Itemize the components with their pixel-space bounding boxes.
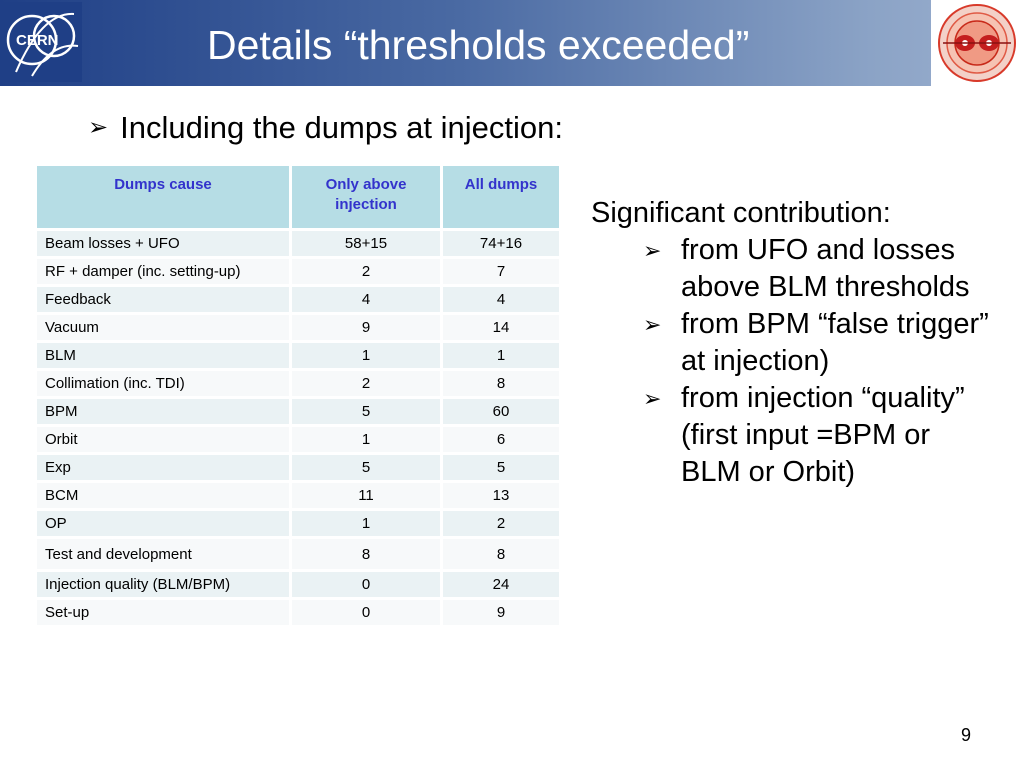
page-title: Details “thresholds exceeded” — [207, 22, 750, 68]
only-above-injection-cell: 58+15 — [289, 228, 443, 259]
cause-cell: RF + damper (inc. setting-up) — [34, 256, 292, 287]
page-number: 9 — [961, 725, 972, 745]
cause-cell: Set-up — [34, 597, 292, 628]
table-row: RF + damper (inc. setting-up) 2 7 — [34, 256, 562, 287]
all-dumps-cell: 6 — [440, 424, 562, 455]
only-above-injection-cell: 1 — [289, 340, 443, 371]
side-notes-title: Significant contribution: — [591, 197, 891, 229]
all-dumps-cell: 74+16 — [440, 228, 562, 259]
column-header: All dumps — [440, 163, 562, 231]
side-note-line: from injection “quality” — [681, 382, 965, 414]
side-notes: Significant contribution: ➢ from UFO and… — [591, 195, 989, 491]
all-dumps-cell: 4 — [440, 284, 562, 315]
table-row: Orbit 1 6 — [34, 424, 562, 455]
side-note-item: ➢ from injection “quality” (first input … — [591, 380, 989, 491]
only-above-injection-cell: 0 — [289, 569, 443, 600]
only-above-injection-cell: 11 — [289, 480, 443, 511]
intro-bullet: ➢ Including the dumps at injection: — [88, 110, 563, 149]
table-row: Vacuum 9 14 — [34, 312, 562, 343]
only-above-injection-cell: 1 — [289, 508, 443, 539]
cause-cell: Test and development — [34, 536, 292, 572]
only-above-injection-cell: 8 — [289, 536, 443, 572]
side-note-line: from BPM “false trigger” — [681, 308, 989, 340]
cause-cell: Beam losses + UFO — [34, 228, 292, 259]
all-dumps-cell: 8 — [440, 536, 562, 572]
only-above-injection-cell: 2 — [289, 368, 443, 399]
cern-logo-text: CERN — [16, 32, 59, 49]
all-dumps-cell: 8 — [440, 368, 562, 399]
table-row: Beam losses + UFO 58+15 74+16 — [34, 228, 562, 259]
title-bar: CERN Details “thresholds exceeded” — [0, 0, 1024, 86]
all-dumps-cell: 5 — [440, 452, 562, 483]
only-above-injection-cell: 0 — [289, 597, 443, 628]
table-row: BPM 5 60 — [34, 396, 562, 427]
cause-cell: Exp — [34, 452, 292, 483]
all-dumps-cell: 60 — [440, 396, 562, 427]
dumps-table: Dumps cause Only above injection All dum… — [34, 163, 562, 628]
cause-cell: Feedback — [34, 284, 292, 315]
table-row: Feedback 4 4 — [34, 284, 562, 315]
cause-cell: BPM — [34, 396, 292, 427]
cause-cell: Injection quality (BLM/BPM) — [34, 569, 292, 600]
all-dumps-cell: 7 — [440, 256, 562, 287]
intro-bullet-text: Including the dumps at injection: — [120, 110, 563, 145]
side-note-line: (first input =BPM or — [681, 419, 930, 451]
table-header-row: Dumps cause Only above injection All dum… — [34, 163, 562, 231]
only-above-injection-cell: 5 — [289, 452, 443, 483]
table-row: BLM 1 1 — [34, 340, 562, 371]
arrow-bullet-icon: ➢ — [643, 238, 662, 263]
cause-cell: Orbit — [34, 424, 292, 455]
all-dumps-cell: 14 — [440, 312, 562, 343]
side-note-item: ➢ from UFO and losses above BLM threshol… — [591, 232, 989, 306]
only-above-injection-cell: 9 — [289, 312, 443, 343]
only-above-injection-cell: 5 — [289, 396, 443, 427]
cause-cell: Vacuum — [34, 312, 292, 343]
only-above-injection-cell: 4 — [289, 284, 443, 315]
all-dumps-cell: 1 — [440, 340, 562, 371]
all-dumps-cell: 24 — [440, 569, 562, 600]
side-note-line: from UFO and losses — [681, 234, 955, 266]
arrow-bullet-icon: ➢ — [643, 386, 662, 411]
table-row: Test and development 8 8 — [34, 536, 562, 572]
arrow-bullet-icon: ➢ — [643, 312, 662, 337]
lhc-logo — [931, 0, 1024, 86]
column-header: Only above injection — [289, 163, 443, 231]
side-note-line: above BLM thresholds — [681, 271, 970, 303]
cause-cell: BCM — [34, 480, 292, 511]
cause-cell: BLM — [34, 340, 292, 371]
cause-cell: OP — [34, 508, 292, 539]
only-above-injection-cell: 1 — [289, 424, 443, 455]
column-header: Dumps cause — [34, 163, 292, 231]
cern-logo: CERN — [2, 2, 82, 82]
cause-cell: Collimation (inc. TDI) — [34, 368, 292, 399]
all-dumps-cell: 2 — [440, 508, 562, 539]
side-note-item: ➢ from BPM “false trigger” at injection) — [591, 306, 989, 380]
table-row: Exp 5 5 — [34, 452, 562, 483]
side-note-line: at injection) — [681, 345, 830, 377]
table-row: OP 1 2 — [34, 508, 562, 539]
all-dumps-cell: 9 — [440, 597, 562, 628]
table-row: Collimation (inc. TDI) 2 8 — [34, 368, 562, 399]
table-row: BCM 11 13 — [34, 480, 562, 511]
only-above-injection-cell: 2 — [289, 256, 443, 287]
side-note-line: BLM or Orbit) — [681, 456, 856, 488]
table-row: Injection quality (BLM/BPM) 0 24 — [34, 569, 562, 600]
table-row: Set-up 0 9 — [34, 597, 562, 628]
all-dumps-cell: 13 — [440, 480, 562, 511]
arrow-bullet-icon: ➢ — [88, 114, 109, 141]
